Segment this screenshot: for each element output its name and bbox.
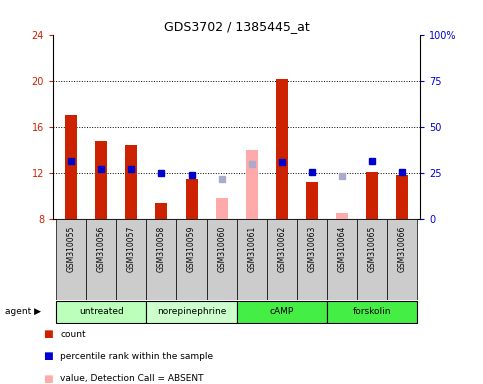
Text: cAMP: cAMP [270,308,294,316]
Text: value, Detection Call = ABSENT: value, Detection Call = ABSENT [60,374,204,383]
Text: forskolin: forskolin [353,308,391,316]
Bar [327,219,357,300]
Text: ■: ■ [43,329,53,339]
Text: GSM310057: GSM310057 [127,225,136,272]
Text: ■: ■ [43,374,53,384]
Bar [146,219,176,300]
Bar [156,203,168,219]
Bar [276,79,288,219]
Bar [86,219,116,300]
Bar [237,219,267,300]
Text: percentile rank within the sample: percentile rank within the sample [60,352,213,361]
Bar [267,219,297,300]
Text: GSM310056: GSM310056 [97,225,106,272]
Text: agent ▶: agent ▶ [5,308,41,316]
Bar [65,115,77,219]
Text: count: count [60,329,86,339]
Text: GSM310055: GSM310055 [67,225,76,272]
Bar [146,301,237,323]
Bar [336,213,348,219]
Text: GSM310065: GSM310065 [368,225,377,272]
Bar [297,219,327,300]
Text: GSM310059: GSM310059 [187,225,196,272]
Text: GSM310064: GSM310064 [338,225,346,272]
Bar [387,219,417,300]
Bar [306,182,318,219]
Text: GSM310060: GSM310060 [217,225,226,272]
Bar [327,301,417,323]
Text: norepinephrine: norepinephrine [157,308,226,316]
Text: GSM310061: GSM310061 [247,225,256,271]
Bar [116,219,146,300]
Text: GSM310063: GSM310063 [307,225,316,272]
Bar [246,150,258,219]
Bar [366,172,378,219]
Text: untreated: untreated [79,308,124,316]
Bar [95,141,107,219]
Bar [396,175,408,219]
Bar [185,179,198,219]
Title: GDS3702 / 1385445_at: GDS3702 / 1385445_at [164,20,310,33]
Bar [215,198,227,219]
Bar [237,301,327,323]
Bar [357,219,387,300]
Text: GSM310062: GSM310062 [277,225,286,271]
Text: ■: ■ [43,351,53,361]
Bar [176,219,207,300]
Bar [126,145,137,219]
Bar [56,219,86,300]
Bar [56,301,146,323]
Text: GSM310066: GSM310066 [398,225,407,272]
Bar [207,219,237,300]
Text: GSM310058: GSM310058 [157,225,166,271]
